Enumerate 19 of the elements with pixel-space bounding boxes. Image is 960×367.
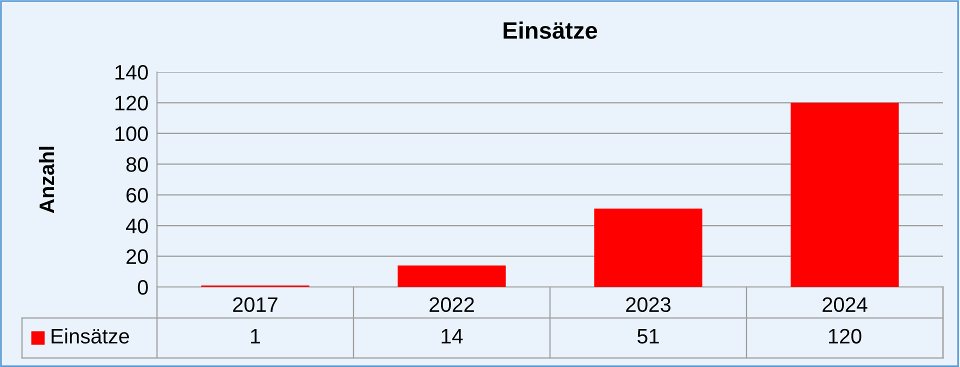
y-tick-label: 60 [126,188,148,203]
x-tick-label: 2024 [822,297,868,312]
chart-title: Einsätze [504,22,598,39]
data-label: 1 [251,329,260,344]
legend-label: Einsätze [52,328,129,344]
y-axis-title: Anzahl [38,146,54,214]
x-tick-label: 2017 [233,297,278,312]
y-tick-label: 20 [126,249,148,264]
x-tick-label: 2023 [626,297,671,312]
y-tick-label: 140 [116,65,148,80]
y-tick-label: 40 [126,218,148,234]
y-tick-label: 0 [138,280,148,295]
data-label: 51 [638,329,659,344]
y-tick-label: 80 [126,157,148,172]
data-label: 120 [828,328,862,344]
x-tick-label: 2022 [430,297,474,312]
data-label: 14 [442,329,463,344]
y-tick-label: 100 [116,126,148,142]
y-tick-label: 120 [116,96,148,110]
